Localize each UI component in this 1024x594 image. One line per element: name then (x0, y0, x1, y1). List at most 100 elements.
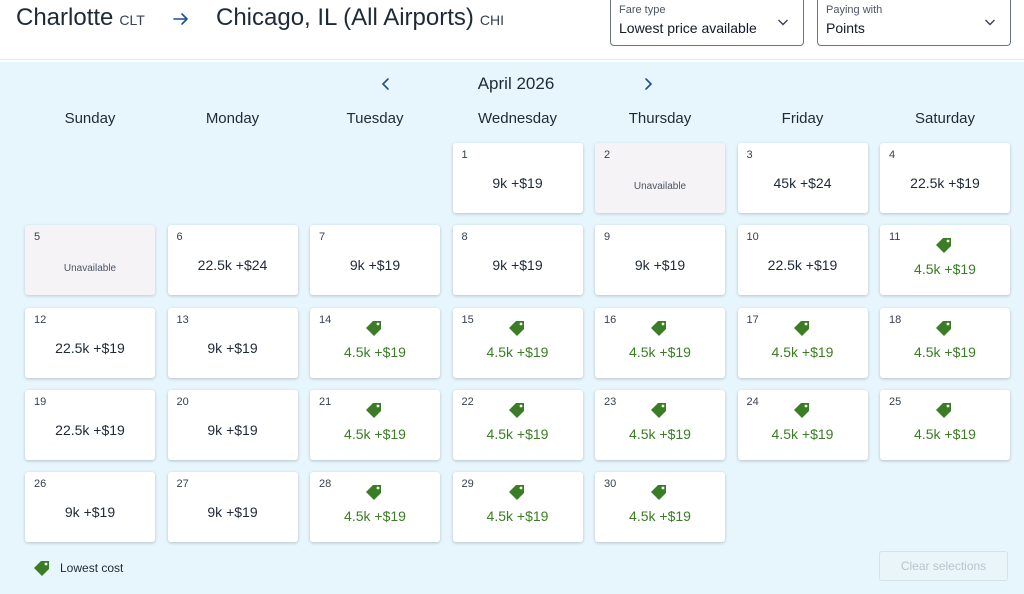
day-price: 4.5k +$19 (914, 261, 976, 278)
calendar-day-cell[interactable]: 6 22.5k +$24 (167, 225, 298, 296)
legend: Lowest cost (34, 560, 123, 576)
day-price: 4.5k +$19 (914, 425, 976, 442)
calendar-day-cell[interactable]: 15 4.5k +$19 (452, 307, 583, 378)
calendar-day-cell[interactable]: 8 9k +$19 (452, 225, 583, 296)
price-tag-icon (793, 402, 809, 418)
calendar-day-cell[interactable]: 19 22.5k +$19 (25, 389, 155, 460)
calendar-day-cell[interactable]: 30 4.5k +$19 (595, 472, 725, 543)
day-number: 30 (604, 478, 617, 491)
price-tag-icon (651, 320, 666, 336)
price-tag-icon (936, 238, 951, 254)
day-price: 9k +$19 (207, 421, 258, 438)
weekday-tuesday: Tuesday (346, 110, 404, 127)
day-number: 8 (461, 231, 468, 244)
weekday-monday: Monday (205, 110, 260, 127)
origin-city: Charlotte (16, 4, 114, 31)
weekday-friday: Friday (781, 110, 824, 127)
previous-month-button[interactable] (376, 74, 396, 94)
calendar-day-cell[interactable]: 29 4.5k +$19 (452, 472, 583, 543)
price-tag-icon (508, 485, 524, 501)
price-tag-icon (34, 561, 49, 576)
chevron-left-icon (381, 78, 389, 90)
price-tag-icon (651, 485, 666, 501)
day-number: 28 (319, 478, 332, 491)
calendar-day-cell[interactable]: 3 45k +$24 (737, 143, 868, 213)
clear-selections-button[interactable]: Clear selections (879, 551, 1008, 581)
day-price: 4.5k +$19 (629, 343, 691, 360)
unavailable-label: Unavailable (63, 263, 117, 275)
calendar-day-cell[interactable]: 21 4.5k +$19 (310, 389, 440, 460)
calendar-day-cell[interactable]: 13 9k +$19 (167, 307, 298, 378)
day-price: 4.5k +$19 (486, 508, 549, 525)
day-number: 20 (176, 395, 189, 408)
day-number: 2 (604, 149, 611, 161)
calendar-day-cell[interactable]: 20 9k +$19 (167, 389, 298, 460)
day-number: 22 (461, 395, 474, 408)
day-price: 9k +$19 (492, 257, 543, 274)
weekday-sunday: Sunday (64, 110, 116, 127)
calendar-day-cell[interactable]: 23 4.5k +$19 (595, 389, 725, 460)
day-number: 19 (34, 395, 47, 408)
day-number: 18 (889, 313, 902, 326)
day-number: 29 (461, 478, 474, 491)
calendar-day-cell[interactable]: 17 4.5k +$19 (737, 307, 868, 378)
day-price: 9k +$19 (207, 339, 258, 356)
calendar-day-cell[interactable]: 12 22.5k +$19 (25, 307, 155, 378)
day-price: 4.5k +$19 (914, 343, 976, 360)
calendar-day-cell[interactable]: 18 4.5k +$19 (880, 307, 1010, 378)
origin-code: CLT (119, 12, 145, 28)
day-price: 4.5k +$19 (344, 508, 406, 525)
calendar-day-cell[interactable]: 24 4.5k +$19 (737, 389, 868, 460)
day-price: 9k +$19 (349, 257, 401, 274)
calendar-day-cell[interactable]: 26 9k +$19 (25, 472, 155, 543)
day-number: 13 (176, 313, 189, 326)
calendar-day-cell[interactable]: 4 22.5k +$19 (880, 143, 1010, 213)
calendar-panel: April 2026 Sunday Monday Tuesday Wednesday T… (0, 62, 1024, 594)
price-tag-icon (366, 320, 381, 336)
legend-label: Lowest cost (60, 561, 124, 575)
calendar-day-cell[interactable]: 25 4.5k +$19 (880, 389, 1010, 460)
paying-with-select[interactable]: Paying with Points (817, 0, 1011, 46)
month-navigation: April 2026 (0, 72, 1024, 96)
day-number: 12 (34, 313, 47, 326)
calendar-day-cell[interactable]: 10 22.5k +$19 (737, 225, 868, 296)
fare-type-label: Fare type (619, 4, 666, 16)
day-number: 6 (176, 231, 183, 244)
calendar-day-cell[interactable]: 1 9k +$19 (452, 143, 583, 213)
day-price: 9k +$19 (64, 504, 116, 521)
calendar-day-cell[interactable]: 14 4.5k +$19 (310, 307, 440, 378)
calendar-day-cell[interactable]: 22 4.5k +$19 (452, 389, 583, 460)
next-month-button[interactable] (638, 74, 658, 94)
calendar-day-cell[interactable]: 27 9k +$19 (167, 472, 298, 543)
month-title: April 2026 (477, 74, 555, 93)
unavailable-label: Unavailable (633, 181, 687, 192)
day-price: 4.5k +$19 (344, 425, 406, 442)
calendar-day-cell[interactable]: 16 4.5k +$19 (595, 307, 725, 378)
calendar-day-cell[interactable]: 28 4.5k +$19 (310, 472, 440, 543)
day-price: 4.5k +$19 (629, 425, 691, 442)
price-tag-icon (508, 402, 524, 418)
day-price: 22.5k +$19 (910, 175, 980, 191)
price-tag-icon (651, 402, 666, 418)
calendar-day-cell: 5 Unavailable (25, 225, 155, 296)
day-price: 9k +$19 (492, 175, 543, 191)
day-price: 4.5k +$19 (486, 425, 549, 442)
calendar-day-cell[interactable]: 9 9k +$19 (595, 225, 725, 296)
chevron-right-icon (645, 78, 653, 90)
day-number: 21 (319, 395, 332, 408)
day-price: 4.5k +$19 (771, 343, 834, 360)
day-price: 22.5k +$19 (55, 421, 125, 438)
fare-type-select[interactable]: Fare type Lowest price available (610, 0, 804, 46)
calendar-day-cell[interactable]: 7 9k +$19 (310, 225, 440, 296)
destination: Chicago, IL (All Airports) CHI (216, 4, 504, 32)
day-price: 22.5k +$24 (197, 257, 268, 274)
chevron-down-icon (778, 19, 788, 26)
weekday-saturday: Saturday (914, 110, 976, 127)
day-number: 9 (604, 231, 611, 244)
calendar-day-cell[interactable]: 11 4.5k +$19 (880, 225, 1010, 296)
price-tag-icon (508, 320, 524, 336)
day-number: 3 (746, 149, 753, 161)
price-tag-icon (793, 320, 809, 336)
day-number: 24 (746, 395, 759, 408)
calendar-day-cell: 2 Unavailable (595, 143, 725, 213)
